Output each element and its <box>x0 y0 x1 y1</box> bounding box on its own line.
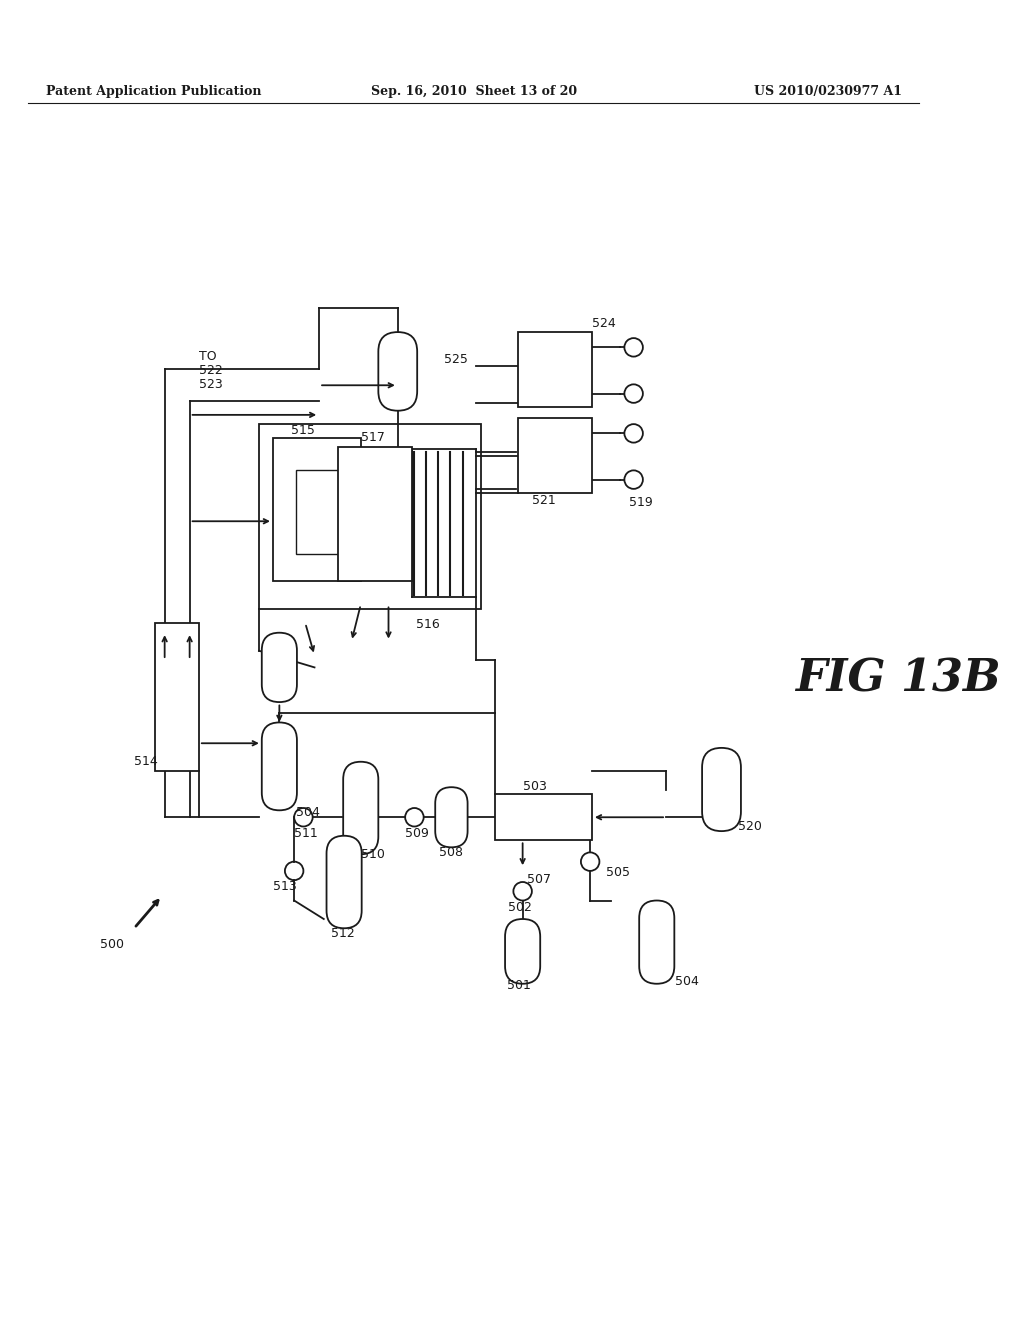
FancyBboxPatch shape <box>639 900 675 983</box>
Text: 504: 504 <box>675 975 699 989</box>
Text: 510: 510 <box>360 847 385 861</box>
Text: 501: 501 <box>507 979 530 993</box>
Text: 514: 514 <box>134 755 158 768</box>
Bar <box>495 795 592 841</box>
Bar <box>518 417 592 494</box>
Text: 517: 517 <box>360 432 385 445</box>
Text: Patent Application Publication: Patent Application Publication <box>46 84 262 98</box>
Text: FIG 13B: FIG 13B <box>796 657 1001 700</box>
Text: 503: 503 <box>522 780 547 793</box>
Text: 522: 522 <box>199 364 222 378</box>
Text: 525: 525 <box>444 352 468 366</box>
Text: US 2010/0230977 A1: US 2010/0230977 A1 <box>754 84 902 98</box>
FancyBboxPatch shape <box>702 748 741 832</box>
FancyBboxPatch shape <box>435 787 468 847</box>
FancyBboxPatch shape <box>343 762 378 854</box>
Bar <box>272 438 360 581</box>
Text: 511: 511 <box>294 828 317 841</box>
Bar <box>156 623 199 771</box>
Text: 513: 513 <box>272 880 297 894</box>
Text: Sep. 16, 2010  Sheet 13 of 20: Sep. 16, 2010 Sheet 13 of 20 <box>371 84 577 98</box>
FancyBboxPatch shape <box>262 632 297 702</box>
Bar <box>259 424 481 609</box>
Text: 519: 519 <box>629 496 652 510</box>
Bar <box>338 447 412 581</box>
Text: 520: 520 <box>738 820 762 833</box>
Text: 512: 512 <box>331 928 355 940</box>
Text: 500: 500 <box>100 939 124 952</box>
Bar <box>296 470 347 553</box>
FancyBboxPatch shape <box>327 836 361 928</box>
FancyBboxPatch shape <box>378 333 417 411</box>
Text: 508: 508 <box>439 846 464 859</box>
Text: 515: 515 <box>292 424 315 437</box>
Text: 504: 504 <box>296 807 319 820</box>
Text: 524: 524 <box>592 317 615 330</box>
Text: 509: 509 <box>406 828 429 841</box>
Text: 505: 505 <box>606 866 630 879</box>
FancyBboxPatch shape <box>505 919 541 983</box>
Text: 521: 521 <box>531 495 556 507</box>
Text: 502: 502 <box>508 902 531 915</box>
FancyBboxPatch shape <box>262 722 297 810</box>
Text: 507: 507 <box>527 873 551 886</box>
Text: 516: 516 <box>417 618 440 631</box>
Bar <box>518 331 592 408</box>
Text: TO: TO <box>199 350 216 363</box>
Text: 523: 523 <box>199 378 222 391</box>
